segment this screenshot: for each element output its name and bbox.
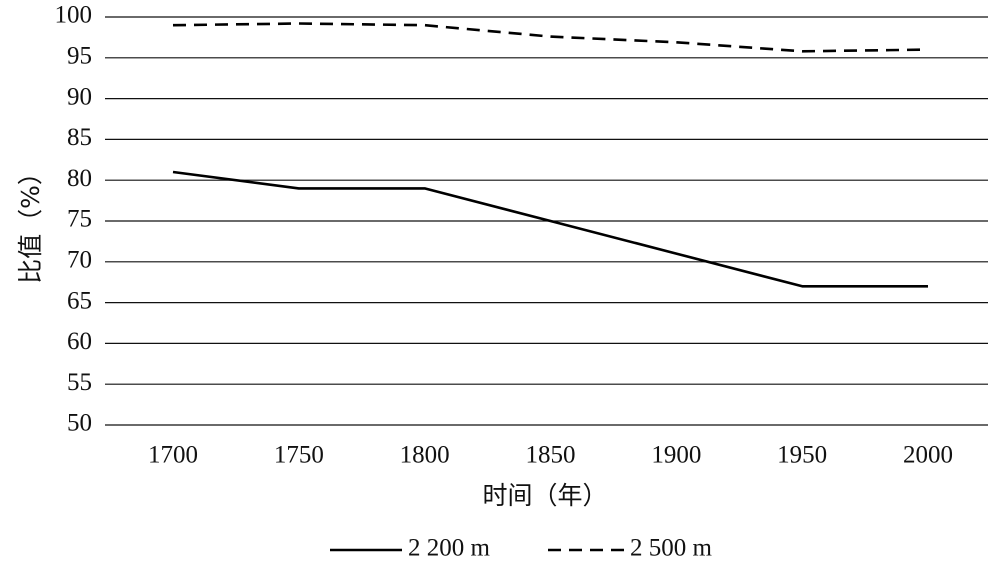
y-tick-label: 100 [55, 2, 93, 29]
legend: 2 200 m 2 500 m [330, 535, 713, 562]
y-tick-label: 95 [67, 43, 92, 70]
y-tick-label: 75 [67, 206, 92, 233]
series-line-2 [172, 22, 929, 53]
x-tick-label: 1750 [274, 442, 324, 469]
x-tick-label: 1900 [651, 442, 701, 469]
y-axis-title: 比值（%） [16, 160, 45, 284]
y-tick-label: 50 [67, 410, 92, 437]
x-tick-label: 2000 [903, 442, 953, 469]
y-tick-label: 90 [67, 83, 92, 110]
y-tick-label: 60 [67, 328, 92, 355]
y-axis-ticks: 50 55 60 65 70 75 80 85 90 95 100 [55, 2, 93, 437]
legend-label-1: 2 200 m [408, 535, 491, 562]
y-tick-label: 65 [67, 287, 92, 314]
y-tick-label: 55 [67, 369, 92, 396]
x-tick-label: 1950 [777, 442, 827, 469]
x-tick-label: 1850 [526, 442, 576, 469]
y-tick-label: 85 [67, 124, 92, 151]
x-axis-ticks: 1700 1750 1800 1850 1900 1950 2000 [148, 442, 953, 469]
series-line-1 [172, 170, 928, 288]
y-tick-label: 80 [67, 165, 92, 192]
y-tick-label: 70 [67, 247, 92, 274]
series-lines [172, 22, 929, 288]
x-tick-label: 1700 [148, 442, 198, 469]
legend-label-2: 2 500 m [630, 535, 713, 562]
x-tick-label: 1800 [400, 442, 450, 469]
x-axis-title: 时间（年） [482, 481, 607, 510]
